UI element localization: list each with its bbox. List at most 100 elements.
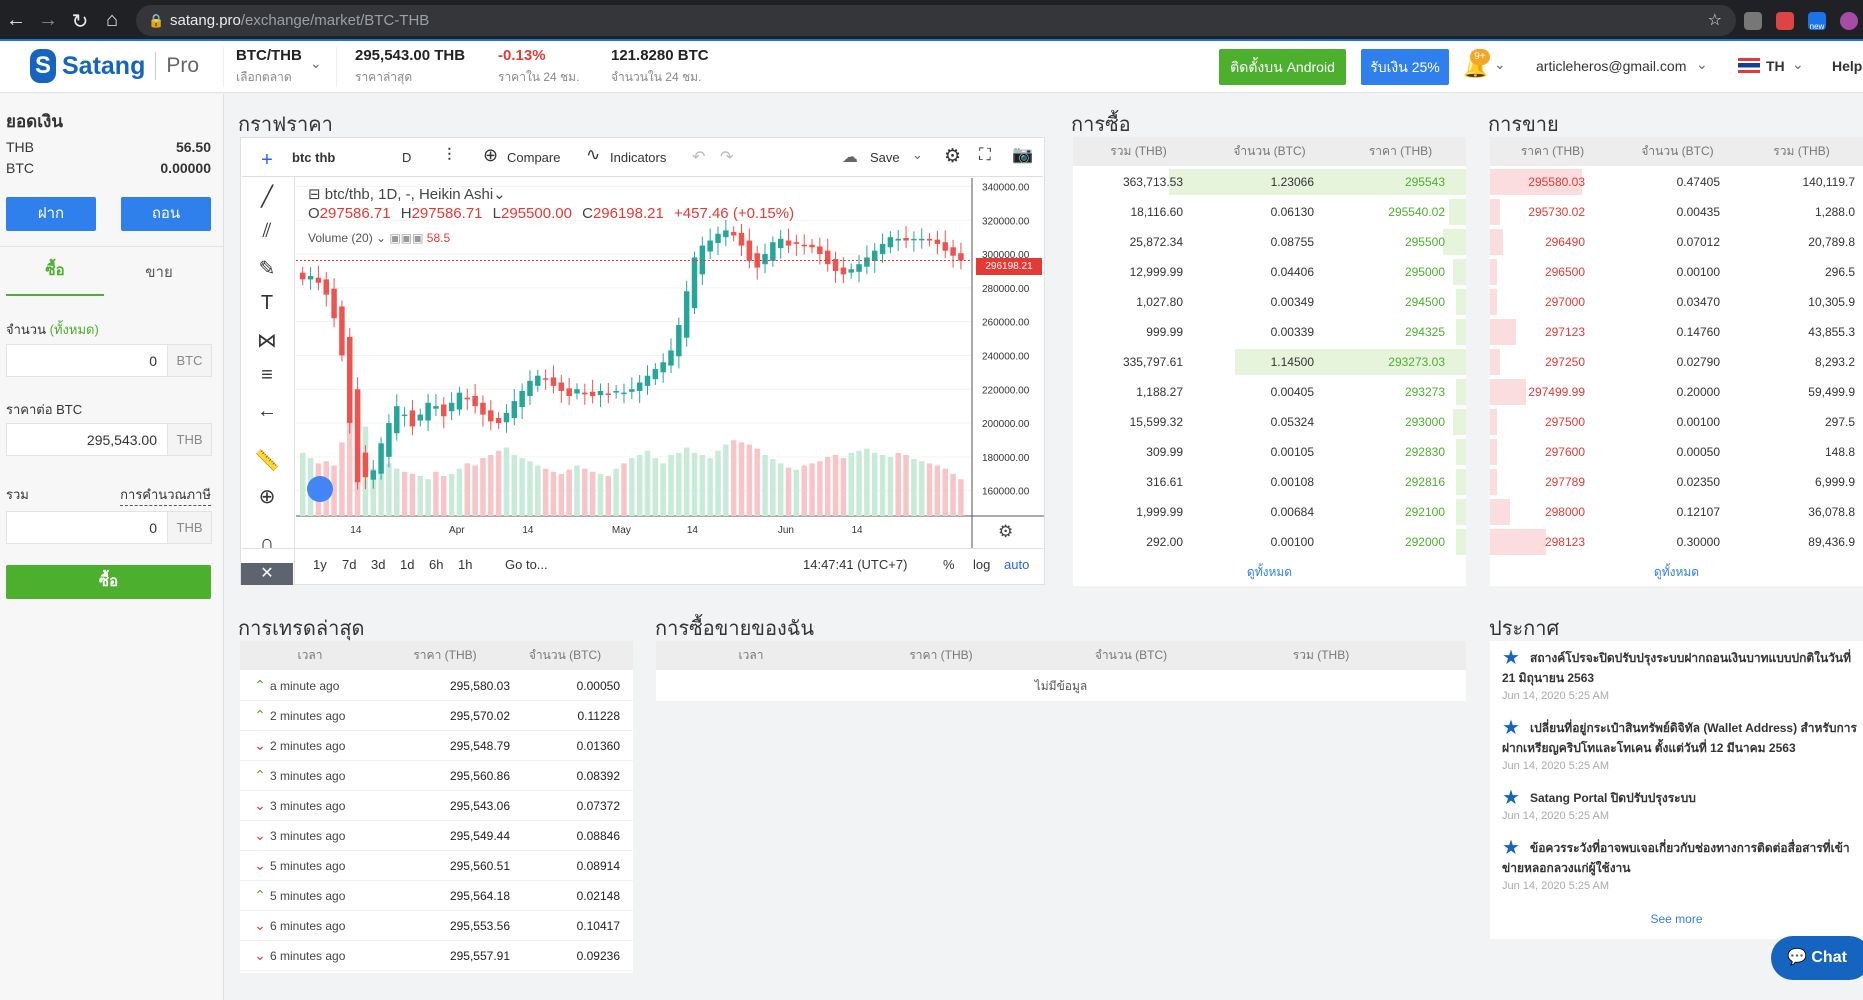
total-value[interactable]: 0 xyxy=(149,519,157,536)
legend-collapse-icon[interactable]: ⊟ xyxy=(308,186,321,203)
range-1d[interactable]: 1d xyxy=(400,557,415,572)
tax-calc-link[interactable]: การคำนวณภาษี xyxy=(120,484,211,506)
bid-row[interactable]: 363,713.53 1.23066 295543 xyxy=(1073,167,1466,197)
zoom-in-icon[interactable]: ⊕ xyxy=(258,486,276,508)
bid-row[interactable]: 15,599.32 0.05324 293000 xyxy=(1073,407,1466,437)
satang-logo[interactable]: S Satang Pro xyxy=(30,49,199,83)
chevron-down-icon[interactable]: ⌄ xyxy=(1696,56,1708,72)
announcement-text[interactable]: Satang Portal ปิดปรับปรุงระบบ xyxy=(1530,791,1696,805)
candle-type-icon[interactable]: ⫶ xyxy=(447,145,452,165)
compare-icon[interactable]: ⊕ xyxy=(483,145,499,165)
deposit-button[interactable]: ฝาก xyxy=(6,197,96,231)
withdraw-button[interactable]: ถอน xyxy=(121,197,211,231)
brush-icon[interactable]: ✎ xyxy=(258,258,276,280)
bid-row[interactable]: 309.99 0.00105 292830 xyxy=(1073,437,1466,467)
bid-row[interactable]: 1,027.80 0.00349 294500 xyxy=(1073,287,1466,317)
address-bar[interactable]: 🔒 satang.pro/exchange/market/BTC-THB ☆ xyxy=(136,5,1736,36)
amount-field[interactable]: 0 BTC xyxy=(6,344,212,377)
ask-row[interactable]: 297250 0.02790 8,293.2 xyxy=(1490,347,1863,377)
announcement-text[interactable]: เปลี่ยนที่อยู่กระเป๋าสินทรัพย์ดิจิทัล (W… xyxy=(1502,721,1857,755)
pitchfork-icon[interactable]: ⫽ xyxy=(262,220,272,242)
bid-row[interactable]: 25,872.34 0.08755 295500 xyxy=(1073,227,1466,257)
see-more-link[interactable]: See more xyxy=(1650,912,1703,926)
gear-icon[interactable]: ⚙ xyxy=(944,146,962,167)
log-toggle[interactable]: log xyxy=(973,557,991,572)
trendline-icon[interactable]: ╱ xyxy=(260,186,274,208)
crosshair-icon[interactable]: + xyxy=(261,149,273,171)
range-7d[interactable]: 7d xyxy=(342,557,357,572)
goto-button[interactable]: Go to... xyxy=(505,557,548,572)
text-icon[interactable]: T xyxy=(260,292,274,314)
auto-toggle[interactable]: auto xyxy=(1004,557,1030,572)
save-button[interactable]: Save xyxy=(870,150,900,165)
compare-button[interactable]: Compare xyxy=(507,150,561,165)
indicators-button[interactable]: Indicators xyxy=(610,150,667,165)
bid-row[interactable]: 292.00 0.00100 292000 xyxy=(1073,527,1466,557)
pattern-icon[interactable]: ⋈ xyxy=(257,330,277,352)
bid-row[interactable]: 335,797.61 1.14500 293273.03 xyxy=(1073,347,1466,377)
back-icon[interactable]: ← xyxy=(6,9,26,31)
price-chart[interactable]: 340000.00 320000.00 300000.00 280000.00 2600… xyxy=(296,178,1044,548)
ruler-icon[interactable]: 📏 xyxy=(254,450,280,472)
amount-all-link[interactable]: (ทั้งหมด) xyxy=(49,322,99,337)
redo-icon[interactable]: ↷ xyxy=(720,149,734,166)
tradingview-logo-icon[interactable] xyxy=(307,476,333,502)
bid-row[interactable]: 1,188.27 0.00405 293273 xyxy=(1073,377,1466,407)
price-value[interactable]: 295,543.00 xyxy=(86,431,157,448)
buy-submit-button[interactable]: ซื้อ xyxy=(6,565,211,599)
new-extension-icon[interactable]: new xyxy=(1808,12,1826,31)
ask-row[interactable]: 298000 0.12107 36,078.8 xyxy=(1490,497,1863,527)
legend-volume-icons[interactable]: ▣▣▣ xyxy=(389,231,424,245)
arrow-left-icon[interactable]: ← xyxy=(257,400,277,422)
thai-flag-icon[interactable] xyxy=(1738,58,1760,73)
axis-settings-icon[interactable]: ⚙ xyxy=(998,522,1014,541)
tab-sell[interactable]: ขาย xyxy=(145,264,173,281)
ask-row[interactable]: 298123 0.30000 89,436.9 xyxy=(1490,527,1863,557)
ask-row[interactable]: 296500 0.00100 296.5 xyxy=(1490,257,1863,287)
prediction-icon[interactable]: ≡ xyxy=(261,364,273,386)
announcement-text[interactable]: สถางค์โปรจะปิดปรับปรุงระบบฝากถอนเงินบาทแ… xyxy=(1502,651,1852,685)
ask-row[interactable]: 297000 0.03470 10,305.9 xyxy=(1490,287,1863,317)
amount-value[interactable]: 0 xyxy=(149,352,157,369)
user-email[interactable]: articleheros@gmail.com xyxy=(1536,58,1687,74)
bid-row[interactable]: 1,999.99 0.00684 292100 xyxy=(1073,497,1466,527)
bid-row[interactable]: 18,116.60 0.06130 295540.02 xyxy=(1073,197,1466,227)
bids-view-all-link[interactable]: ดูทั้งหมด xyxy=(1246,565,1293,579)
ask-row[interactable]: 297500 0.00100 297.5 xyxy=(1490,407,1863,437)
language-selector[interactable]: TH xyxy=(1766,58,1785,74)
chevron-down-icon[interactable]: ⌄ xyxy=(1494,56,1506,72)
help-link[interactable]: Help xyxy=(1832,58,1863,74)
ask-row[interactable]: 295730.02 0.00435 1,288.0 xyxy=(1490,197,1863,227)
ask-row[interactable]: 297600 0.00050 148.8 xyxy=(1490,437,1863,467)
range-6h[interactable]: 6h xyxy=(429,557,444,572)
bid-row[interactable]: 12,999.99 0.04406 295000 xyxy=(1073,257,1466,287)
price-field[interactable]: 295,543.00 THB xyxy=(6,423,212,456)
reload-icon[interactable]: ↻ xyxy=(71,11,89,33)
tab-buy[interactable]: ซื้อ xyxy=(6,258,104,296)
chart-interval[interactable]: D xyxy=(402,150,412,165)
ask-row[interactable]: 297123 0.14760 43,855.3 xyxy=(1490,317,1863,347)
ask-row[interactable]: 296490 0.07012 20,789.8 xyxy=(1490,227,1863,257)
install-android-button[interactable]: ติดตั้งบน Android xyxy=(1219,49,1346,85)
ask-row[interactable]: 297789 0.02350 6,999.9 xyxy=(1490,467,1863,497)
cloud-icon[interactable]: ☁ xyxy=(842,149,858,166)
range-3d[interactable]: 3d xyxy=(371,557,386,572)
ask-row[interactable]: 295580.03 0.47405 140,119.7 xyxy=(1490,167,1863,197)
bid-row[interactable]: 316.61 0.00108 292816 xyxy=(1073,467,1466,497)
profile-avatar[interactable] xyxy=(1840,12,1858,30)
shield-extension-icon[interactable] xyxy=(1776,12,1794,30)
range-1h[interactable]: 1h xyxy=(458,557,473,572)
announcement-text[interactable]: ข้อควรระวังที่อาจพบเจอเกี่ยวกับช่องทางกา… xyxy=(1502,841,1850,875)
bookmark-star-icon[interactable]: ☆ xyxy=(1707,12,1722,29)
total-field[interactable]: 0 THB xyxy=(6,511,212,544)
receive-bonus-button[interactable]: รับเงิน 25% xyxy=(1361,49,1449,85)
chevron-down-icon[interactable]: ⌄ xyxy=(912,147,923,162)
market-selector[interactable]: BTC/THB เลือกตลาด ⌄ xyxy=(236,47,322,87)
range-1y[interactable]: 1y xyxy=(313,557,327,572)
forward-icon[interactable]: → xyxy=(38,9,58,31)
chart-symbol[interactable]: btc thb xyxy=(292,150,336,165)
bid-row[interactable]: 999.99 0.00339 294325 xyxy=(1073,317,1466,347)
hide-tools-icon[interactable]: ✕ xyxy=(241,563,293,585)
home-icon[interactable]: ⌂ xyxy=(105,9,119,31)
ask-row[interactable]: 297499.99 0.20000 59,499.9 xyxy=(1490,377,1863,407)
